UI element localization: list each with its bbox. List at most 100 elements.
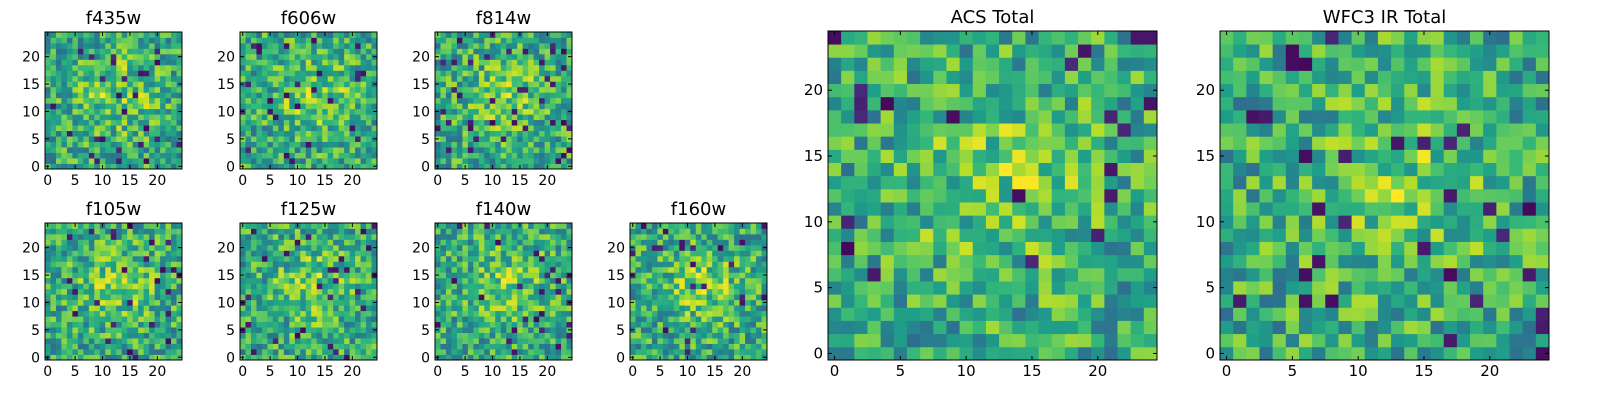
heatmap-cell — [278, 119, 285, 126]
heatmap-cell — [110, 310, 117, 317]
heatmap-cell — [176, 152, 183, 159]
heatmap-cell — [50, 310, 57, 317]
heatmap-cell — [555, 283, 562, 290]
heatmap-cell — [717, 233, 724, 240]
heatmap-cell — [635, 343, 642, 350]
heatmap-cell — [88, 37, 95, 44]
heatmap-cell — [484, 48, 491, 55]
heatmap-cell — [668, 354, 675, 361]
heatmap-cell — [673, 321, 680, 328]
heatmap-cell — [484, 163, 491, 170]
heatmap-cell — [566, 130, 573, 137]
heatmap-cell — [160, 130, 166, 137]
heatmap-cell — [305, 294, 312, 301]
heatmap-cell — [690, 272, 697, 279]
heatmap-cell — [72, 288, 79, 295]
heatmap-cell — [132, 97, 139, 104]
heatmap-cell — [305, 277, 312, 284]
heatmap-cell — [83, 86, 90, 93]
heatmap-cell — [511, 338, 518, 344]
heatmap-cell — [311, 294, 318, 301]
heatmap-cell — [278, 136, 285, 142]
heatmap-cell — [701, 327, 708, 333]
heatmap-cell — [143, 158, 150, 164]
heatmap-cell — [533, 81, 540, 88]
heatmap-cell — [668, 233, 675, 240]
heatmap-cell — [440, 228, 447, 235]
heatmap-cell — [45, 332, 51, 339]
heatmap-cell — [261, 75, 268, 82]
heatmap-cell — [544, 130, 551, 137]
heatmap-cell — [756, 310, 762, 317]
heatmap-cell — [739, 288, 746, 295]
heatmap-cell — [294, 288, 301, 295]
heatmap-cell — [761, 321, 768, 328]
heatmap-cell — [1143, 175, 1158, 190]
heatmap-cell — [517, 59, 524, 66]
heatmap-cell — [550, 250, 556, 257]
heatmap-cell — [484, 316, 491, 323]
heatmap-cell — [511, 136, 518, 142]
heatmap-cell — [640, 244, 647, 251]
heatmap-cell — [240, 288, 246, 295]
heatmap-cell — [77, 86, 84, 93]
heatmap-cell — [272, 343, 279, 350]
heatmap-cell — [867, 215, 882, 229]
heatmap-cell — [550, 158, 556, 164]
heatmap-cell — [1012, 333, 1026, 348]
heatmap-cell — [555, 70, 562, 77]
heatmap-cell — [511, 261, 518, 268]
heatmap-cell — [635, 316, 642, 323]
heatmap-cell — [473, 327, 480, 333]
heatmap-cell — [127, 130, 134, 137]
heatmap-cell — [695, 327, 702, 333]
heatmap-cell — [344, 288, 350, 295]
heatmap-cell — [750, 349, 757, 355]
heatmap-cell — [478, 119, 485, 126]
heatmap-cell — [278, 233, 285, 240]
heatmap-cell — [517, 75, 524, 82]
heatmap-cell — [160, 136, 166, 142]
heatmap-cell — [756, 343, 762, 350]
heatmap-cell — [176, 332, 183, 339]
heatmap-cell — [77, 283, 84, 290]
heatmap-cell — [360, 310, 367, 317]
heatmap-cell — [66, 64, 73, 71]
heatmap-cell — [630, 316, 636, 323]
heatmap-cell — [94, 70, 101, 77]
heatmap-cell — [105, 233, 112, 240]
heatmap-cell — [294, 97, 301, 104]
heatmap-cell — [245, 310, 252, 317]
heatmap-cell — [171, 158, 177, 164]
heatmap-cell — [500, 37, 507, 44]
heatmap-cell — [1117, 228, 1132, 242]
heatmap-cell — [154, 59, 161, 66]
heatmap-cell — [473, 42, 480, 49]
heatmap-cell — [500, 136, 507, 142]
heatmap-cell — [344, 239, 350, 246]
heatmap-cell — [435, 250, 441, 257]
heatmap-cell — [440, 64, 447, 71]
heatmap-cell — [88, 59, 95, 66]
heatmap-cell — [972, 175, 987, 190]
heatmap-cell — [116, 114, 123, 121]
heatmap-cell — [706, 327, 713, 333]
heatmap-cell — [338, 97, 345, 104]
heatmap-cell — [72, 316, 79, 323]
heatmap-cell — [1104, 267, 1118, 282]
heatmap-cell — [149, 321, 155, 328]
heatmap-cell — [289, 354, 296, 361]
heatmap-cell — [160, 332, 166, 339]
heatmap-cell — [66, 141, 73, 148]
heatmap-cell — [50, 136, 57, 142]
heatmap-cell — [77, 108, 84, 115]
heatmap-cell — [360, 305, 367, 312]
heatmap-cell — [171, 130, 177, 137]
heatmap-cell — [116, 294, 123, 301]
heatmap-cell — [349, 244, 356, 251]
heatmap-cell — [445, 250, 452, 257]
heatmap-cell — [1091, 175, 1105, 190]
heatmap-cell — [171, 64, 177, 71]
heatmap-cell — [176, 223, 183, 229]
